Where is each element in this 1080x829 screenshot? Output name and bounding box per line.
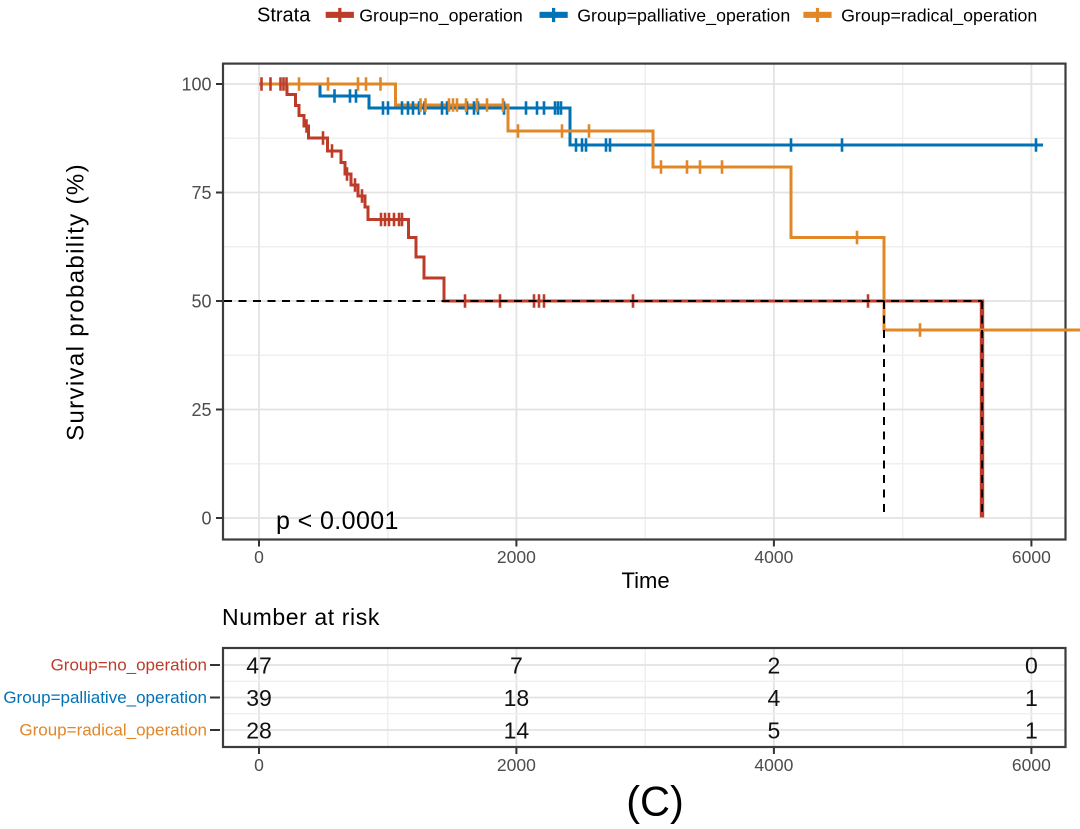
svg-text:2000: 2000 bbox=[497, 755, 536, 775]
svg-text:25: 25 bbox=[191, 400, 211, 420]
svg-text:Group=palliative_operation: Group=palliative_operation bbox=[3, 688, 207, 707]
svg-text:39: 39 bbox=[246, 685, 272, 711]
svg-text:0: 0 bbox=[1025, 652, 1038, 678]
svg-text:28: 28 bbox=[246, 717, 272, 743]
svg-text:p < 0.0001: p < 0.0001 bbox=[276, 507, 399, 535]
svg-text:2: 2 bbox=[768, 652, 781, 678]
svg-text:2000: 2000 bbox=[497, 547, 536, 567]
svg-text:1: 1 bbox=[1025, 685, 1038, 711]
svg-text:5: 5 bbox=[768, 717, 781, 743]
svg-text:Group=radical_operation: Group=radical_operation bbox=[841, 6, 1037, 27]
svg-text:Group=radical_operation: Group=radical_operation bbox=[19, 721, 207, 740]
svg-text:75: 75 bbox=[191, 183, 211, 203]
svg-text:Survival probability (%): Survival probability (%) bbox=[63, 163, 90, 441]
svg-text:Time: Time bbox=[622, 568, 670, 593]
svg-text:7: 7 bbox=[510, 652, 523, 678]
svg-text:1: 1 bbox=[1025, 717, 1038, 743]
svg-text:4000: 4000 bbox=[754, 547, 793, 567]
svg-text:14: 14 bbox=[504, 717, 530, 743]
svg-text:Group=no_operation: Group=no_operation bbox=[51, 656, 207, 675]
svg-text:47: 47 bbox=[246, 652, 272, 678]
svg-text:4: 4 bbox=[768, 685, 781, 711]
svg-text:4000: 4000 bbox=[754, 755, 793, 775]
svg-text:0: 0 bbox=[254, 755, 264, 775]
svg-text:18: 18 bbox=[504, 685, 530, 711]
svg-text:0: 0 bbox=[254, 547, 264, 567]
svg-text:50: 50 bbox=[191, 292, 211, 312]
svg-text:Strata: Strata bbox=[257, 5, 311, 27]
svg-text:0: 0 bbox=[201, 509, 211, 529]
svg-text:Group=palliative_operation: Group=palliative_operation bbox=[577, 6, 790, 27]
svg-text:(C): (C) bbox=[626, 778, 684, 825]
svg-text:100: 100 bbox=[181, 75, 211, 95]
svg-text:Number at risk: Number at risk bbox=[222, 604, 380, 630]
svg-text:6000: 6000 bbox=[1012, 755, 1051, 775]
svg-text:6000: 6000 bbox=[1012, 547, 1051, 567]
svg-text:Group=no_operation: Group=no_operation bbox=[359, 6, 523, 27]
